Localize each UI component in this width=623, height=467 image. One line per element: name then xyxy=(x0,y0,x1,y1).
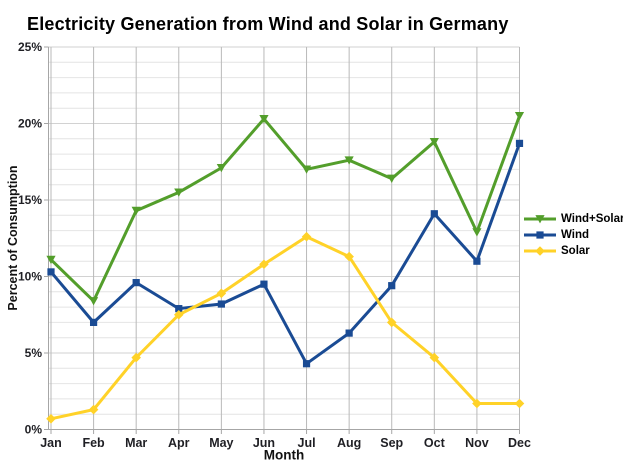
legend-swatch-wind xyxy=(524,231,556,239)
legend: Wind+Solar Wind Solar xyxy=(523,211,623,259)
series-marker-wind xyxy=(515,139,524,147)
series-marker-wind-solar xyxy=(344,156,354,165)
x-tick-label: Aug xyxy=(337,436,361,450)
series-marker-wind xyxy=(473,257,481,265)
legend-item-wind-solar: Wind+Solar xyxy=(523,211,623,227)
series-marker-wind xyxy=(89,318,98,326)
legend-item-solar: Solar xyxy=(523,243,623,259)
legend-item-wind: Wind xyxy=(523,227,623,243)
series-marker-wind-solar xyxy=(514,111,525,121)
chart-title: Electricity Generation from Wind and Sol… xyxy=(27,14,509,34)
x-tick-label: Sep xyxy=(380,436,403,450)
series-marker-wind xyxy=(302,360,311,368)
legend-marker-wind-solar xyxy=(535,215,545,224)
x-axis-title: Month xyxy=(263,447,305,463)
series-marker-wind-solar xyxy=(472,228,482,237)
x-tick-label: Feb xyxy=(82,436,105,450)
x-tick-label: May xyxy=(209,436,233,450)
y-tick-label: 25% xyxy=(18,40,42,54)
series-marker-wind xyxy=(260,280,268,288)
series-marker-wind-solar xyxy=(216,163,226,173)
series-marker-solar xyxy=(301,231,312,242)
legend-marker-solar xyxy=(535,246,545,256)
legend-swatch-solar xyxy=(524,246,556,256)
y-tick-label: 5% xyxy=(25,346,43,360)
series-marker-wind xyxy=(430,210,438,218)
y-tick-label: 0% xyxy=(25,423,43,437)
x-tick-label: Jul xyxy=(298,436,316,450)
series-marker-wind-solar xyxy=(131,206,141,216)
series-marker-solar xyxy=(386,317,397,328)
series-marker-solar xyxy=(429,352,440,363)
series-marker-wind xyxy=(175,305,183,313)
series-marker-wind xyxy=(388,282,396,290)
legend-swatch-wind-solar xyxy=(524,215,556,224)
series-marker-solar xyxy=(344,251,354,262)
legend-label-wind-solar: Wind+Solar xyxy=(561,213,623,225)
y-tick-label: 20% xyxy=(18,117,42,131)
legend-label-wind: Wind xyxy=(561,229,589,241)
series-marker-wind-solar xyxy=(174,188,184,197)
legend-label-solar: Solar xyxy=(561,245,590,257)
series-marker-solar xyxy=(259,259,269,270)
series-marker-wind-solar xyxy=(88,297,99,306)
series-line-wind xyxy=(49,142,521,366)
legend-marker-wind xyxy=(536,231,544,239)
y-tick-label: 10% xyxy=(18,270,42,284)
x-tick-label: Dec xyxy=(508,436,531,450)
series-marker-wind-solar xyxy=(46,255,56,265)
series-marker-solar xyxy=(131,352,141,363)
series-marker-wind-solar xyxy=(387,174,397,183)
series-marker-wind xyxy=(345,329,353,337)
series-marker-wind-solar xyxy=(301,165,312,174)
x-tick-label: Jan xyxy=(40,436,62,450)
series-marker-solar xyxy=(173,309,184,320)
series-marker-solar xyxy=(514,398,525,409)
series-marker-wind xyxy=(47,268,55,276)
x-tick-label: Mar xyxy=(125,436,147,450)
x-tick-label: Nov xyxy=(465,436,489,450)
y-tick-label: 15% xyxy=(18,193,42,207)
series-marker-solar xyxy=(216,288,227,299)
series-marker-wind xyxy=(132,279,140,287)
series-marker-solar xyxy=(88,404,99,415)
x-tick-label: Apr xyxy=(168,436,190,450)
series-line-solar xyxy=(50,235,520,421)
x-tick-label: Oct xyxy=(424,436,446,450)
x-tick-label: Jun xyxy=(253,436,275,450)
series-marker-wind-solar xyxy=(429,137,439,147)
series-marker-wind xyxy=(217,300,225,308)
series-line-wind-solar xyxy=(49,115,521,304)
series-marker-solar xyxy=(46,413,56,424)
series-marker-solar xyxy=(472,398,482,409)
series-marker-wind-solar xyxy=(259,115,269,124)
